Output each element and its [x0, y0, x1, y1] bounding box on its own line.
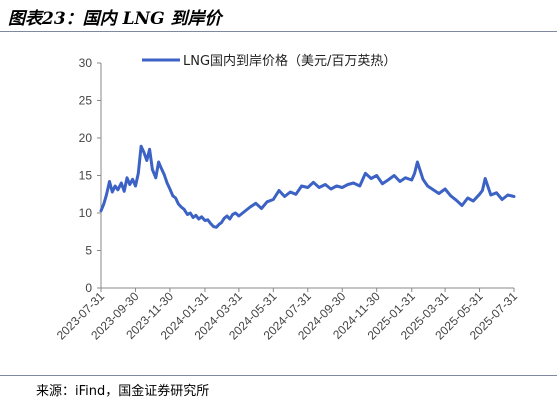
x-axis-ticks: 2023-07-312023-09-302023-11-302024-01-31…	[54, 288, 520, 343]
y-tick-label: 5	[85, 244, 92, 258]
y-tick-label: 25	[79, 94, 93, 108]
title-divider	[0, 31, 557, 32]
y-tick-label: 15	[79, 169, 93, 183]
figure-title: 图表23：国内 LNG 到岸价	[8, 9, 222, 29]
y-tick-label: 10	[79, 206, 93, 220]
y-tick-label: 0	[85, 281, 92, 295]
legend-label: LNG国内到岸价格（美元/百万英热）	[183, 53, 396, 69]
y-tick-label: 20	[79, 131, 93, 145]
y-axis-ticks: 0 5 10 15 20 25 30	[79, 56, 101, 295]
y-tick-label: 30	[79, 56, 93, 70]
chart-legend: LNG国内到岸价格（美元/百万英热）	[142, 53, 396, 69]
source-note: 来源：iFind，国金证券研究所	[36, 384, 210, 399]
lng-price-chart: 0 5 10 15 20 25 30 2023-07-312023-09-302023-11…	[54, 53, 521, 343]
source-divider	[0, 375, 557, 376]
chart-axes	[100, 63, 514, 289]
series-line-lng-price	[99, 144, 516, 229]
